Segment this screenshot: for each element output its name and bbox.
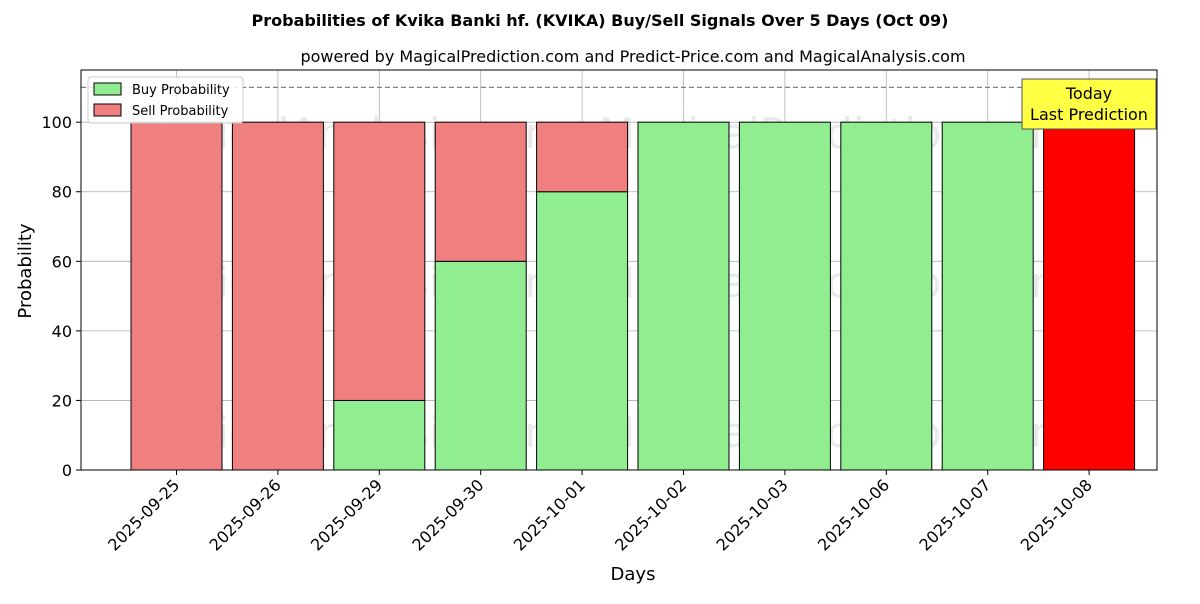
legend-swatch [93, 103, 122, 117]
y-axis-label: Probability [15, 223, 36, 318]
annotation-text: Last Prediction [1030, 105, 1148, 124]
sell-bar [434, 121, 527, 262]
legend-label: Buy Probability [132, 83, 230, 98]
legend-box [87, 76, 244, 124]
x-tick-label: 2025-10-07 [915, 475, 994, 554]
x-axis-label: Days [611, 564, 656, 585]
x-tick-label: 2025-10-02 [611, 475, 690, 554]
x-tick-label: 2025-09-29 [307, 475, 386, 554]
y-tick-label: 60 [52, 252, 72, 271]
plot-frame [80, 69, 1158, 471]
chart-title: Probabilities of Kvika Banki hf. (KVIKA)… [252, 11, 949, 30]
legend-label: Sell Probability [132, 104, 229, 119]
x-tick-label: 2025-10-01 [510, 475, 589, 554]
buy-bar [536, 191, 629, 471]
buy-bar [333, 399, 426, 471]
x-tick-label: 2025-09-25 [104, 475, 183, 554]
buy-bar [840, 121, 933, 471]
sell-bar [130, 121, 223, 471]
buy-bar [941, 121, 1034, 471]
annotation-box [1021, 78, 1157, 130]
x-tick-label: 2025-10-08 [1017, 475, 1096, 554]
y-tick-label: 40 [52, 322, 72, 341]
y-tick-label: 80 [52, 183, 72, 202]
buy-bar [738, 121, 831, 471]
sell-bar [231, 121, 324, 471]
today-annotation: Today Last Prediction [1021, 78, 1157, 130]
y-tick-label: 20 [52, 391, 72, 410]
legend-swatch [93, 82, 122, 96]
highlight-sell-bar [1043, 121, 1136, 471]
annotation-text: Today [1065, 84, 1112, 103]
x-tick-label: 2025-10-06 [814, 475, 893, 554]
y-tick-label: 0 [62, 461, 72, 480]
buy-bar [434, 260, 527, 471]
legend: Buy Probability Sell Probability [87, 76, 244, 124]
x-tick-label: 2025-09-26 [206, 475, 285, 554]
sell-bar [536, 121, 629, 193]
chart-subtitle: powered by MagicalPrediction.com and Pre… [300, 47, 965, 66]
buy-bar [637, 121, 730, 471]
bars-layer [130, 121, 1136, 471]
sell-bar [333, 121, 426, 401]
x-tick-label: 2025-09-30 [408, 475, 487, 554]
x-tick-label: 2025-10-03 [713, 475, 792, 554]
y-tick-label: 100 [41, 113, 72, 132]
